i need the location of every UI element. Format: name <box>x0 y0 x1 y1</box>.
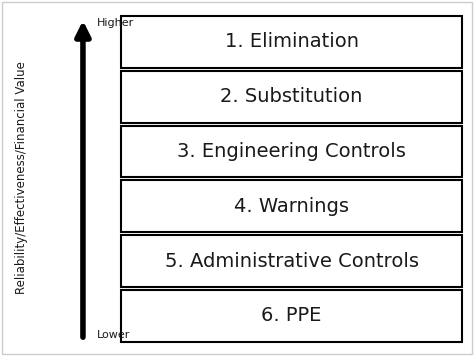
FancyBboxPatch shape <box>121 126 462 177</box>
Text: Higher: Higher <box>97 18 135 28</box>
FancyBboxPatch shape <box>121 16 462 68</box>
FancyBboxPatch shape <box>121 71 462 123</box>
FancyBboxPatch shape <box>121 235 462 287</box>
Text: Reliability/Effectiveness/Financial Value: Reliability/Effectiveness/Financial Valu… <box>15 62 28 294</box>
FancyBboxPatch shape <box>121 290 462 342</box>
Text: Lower: Lower <box>97 330 130 340</box>
FancyBboxPatch shape <box>121 180 462 232</box>
Text: 5. Administrative Controls: 5. Administrative Controls <box>164 252 419 271</box>
Text: 6. PPE: 6. PPE <box>261 306 322 325</box>
Text: 2. Substitution: 2. Substitution <box>220 87 363 106</box>
Text: 3. Engineering Controls: 3. Engineering Controls <box>177 142 406 161</box>
Text: 1. Elimination: 1. Elimination <box>225 32 358 52</box>
Text: 4. Warnings: 4. Warnings <box>234 197 349 216</box>
